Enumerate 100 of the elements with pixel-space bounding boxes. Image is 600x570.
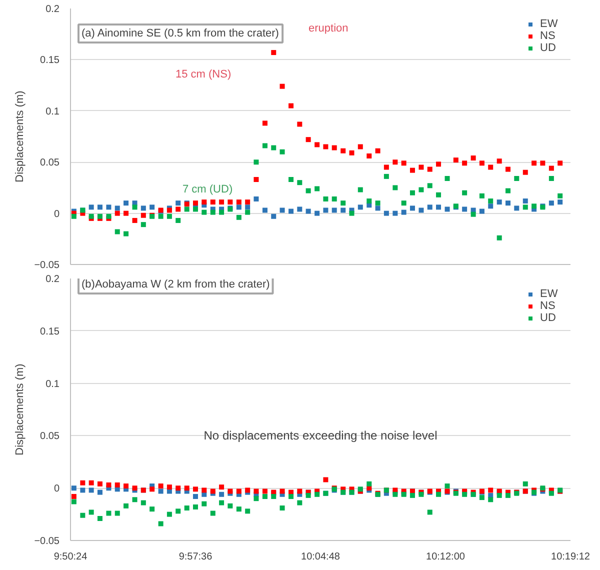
point xyxy=(522,170,528,175)
point xyxy=(522,204,528,210)
point xyxy=(254,488,259,494)
point xyxy=(219,484,224,490)
point xyxy=(150,204,155,210)
point xyxy=(496,235,502,240)
legend-label: UD xyxy=(540,42,557,54)
point xyxy=(392,185,398,190)
point xyxy=(436,192,442,198)
point xyxy=(496,200,502,205)
point xyxy=(375,148,380,154)
point xyxy=(349,210,354,216)
point xyxy=(444,484,450,489)
point xyxy=(558,160,563,166)
y-tick-label: −0.05 xyxy=(34,260,60,271)
point xyxy=(506,492,510,498)
point xyxy=(124,484,129,489)
point xyxy=(558,193,563,198)
point xyxy=(176,486,181,491)
point xyxy=(288,103,294,108)
point xyxy=(71,214,76,219)
point xyxy=(314,210,320,216)
point xyxy=(427,510,432,515)
point xyxy=(306,188,311,194)
point xyxy=(271,214,276,219)
point xyxy=(114,510,120,516)
y-tick-label: 0.1 xyxy=(46,106,60,118)
point xyxy=(349,150,354,156)
legend-label: EW xyxy=(540,18,559,30)
point xyxy=(184,206,190,212)
point xyxy=(366,481,372,486)
point xyxy=(410,492,415,498)
point xyxy=(496,158,502,164)
y-tick-label: 0.15 xyxy=(40,55,60,66)
point xyxy=(297,180,302,186)
point xyxy=(410,206,415,211)
point xyxy=(219,500,224,506)
point xyxy=(375,200,380,206)
point xyxy=(184,506,190,511)
point xyxy=(124,231,129,236)
point xyxy=(271,50,276,56)
point xyxy=(418,208,424,213)
point xyxy=(88,204,94,210)
point xyxy=(184,486,190,491)
point xyxy=(236,214,242,220)
point xyxy=(410,168,415,173)
point xyxy=(210,210,216,215)
point xyxy=(280,506,285,511)
point xyxy=(202,200,207,205)
point xyxy=(436,204,442,210)
point xyxy=(444,206,450,212)
point xyxy=(132,204,138,210)
legend-label: EW xyxy=(540,288,559,300)
point xyxy=(202,501,207,506)
point xyxy=(314,186,320,192)
point xyxy=(271,494,276,499)
point xyxy=(158,488,164,494)
point xyxy=(522,481,528,486)
point xyxy=(306,492,311,498)
point xyxy=(97,516,102,521)
point xyxy=(436,162,442,167)
point xyxy=(245,204,250,210)
point xyxy=(140,206,146,211)
point xyxy=(114,229,120,234)
y-tick-label: 0 xyxy=(54,484,60,495)
point xyxy=(236,200,242,205)
point xyxy=(71,494,76,499)
point xyxy=(88,488,94,493)
point xyxy=(97,481,102,486)
text: (a) Ainomine SE (0.5 km from the crater) xyxy=(82,28,279,40)
annotation: No displacements exceeding the noise level xyxy=(204,428,438,443)
point xyxy=(176,206,181,212)
y-tick-label: 0.15 xyxy=(40,326,60,338)
point xyxy=(401,210,406,215)
point xyxy=(71,499,76,504)
point xyxy=(297,500,302,506)
x-tick-label: 10:19:12 xyxy=(551,552,590,562)
point xyxy=(193,486,198,492)
legend-label: NS xyxy=(540,300,556,312)
point xyxy=(540,160,546,166)
y-tick-label: 0.05 xyxy=(40,431,60,442)
point xyxy=(288,208,294,214)
point xyxy=(245,210,250,215)
point xyxy=(280,488,285,494)
point xyxy=(254,496,259,502)
point xyxy=(375,206,380,211)
point xyxy=(219,210,224,215)
point xyxy=(132,218,138,223)
point xyxy=(410,190,415,196)
point xyxy=(479,208,484,214)
point xyxy=(193,206,198,212)
point xyxy=(366,153,372,158)
point xyxy=(340,208,346,213)
annotation: 7 cm (UD) xyxy=(182,184,233,196)
point xyxy=(262,488,268,494)
point xyxy=(297,488,302,494)
point xyxy=(340,200,346,206)
point xyxy=(496,492,502,498)
legend-label: UD xyxy=(540,312,557,324)
point xyxy=(271,145,276,150)
